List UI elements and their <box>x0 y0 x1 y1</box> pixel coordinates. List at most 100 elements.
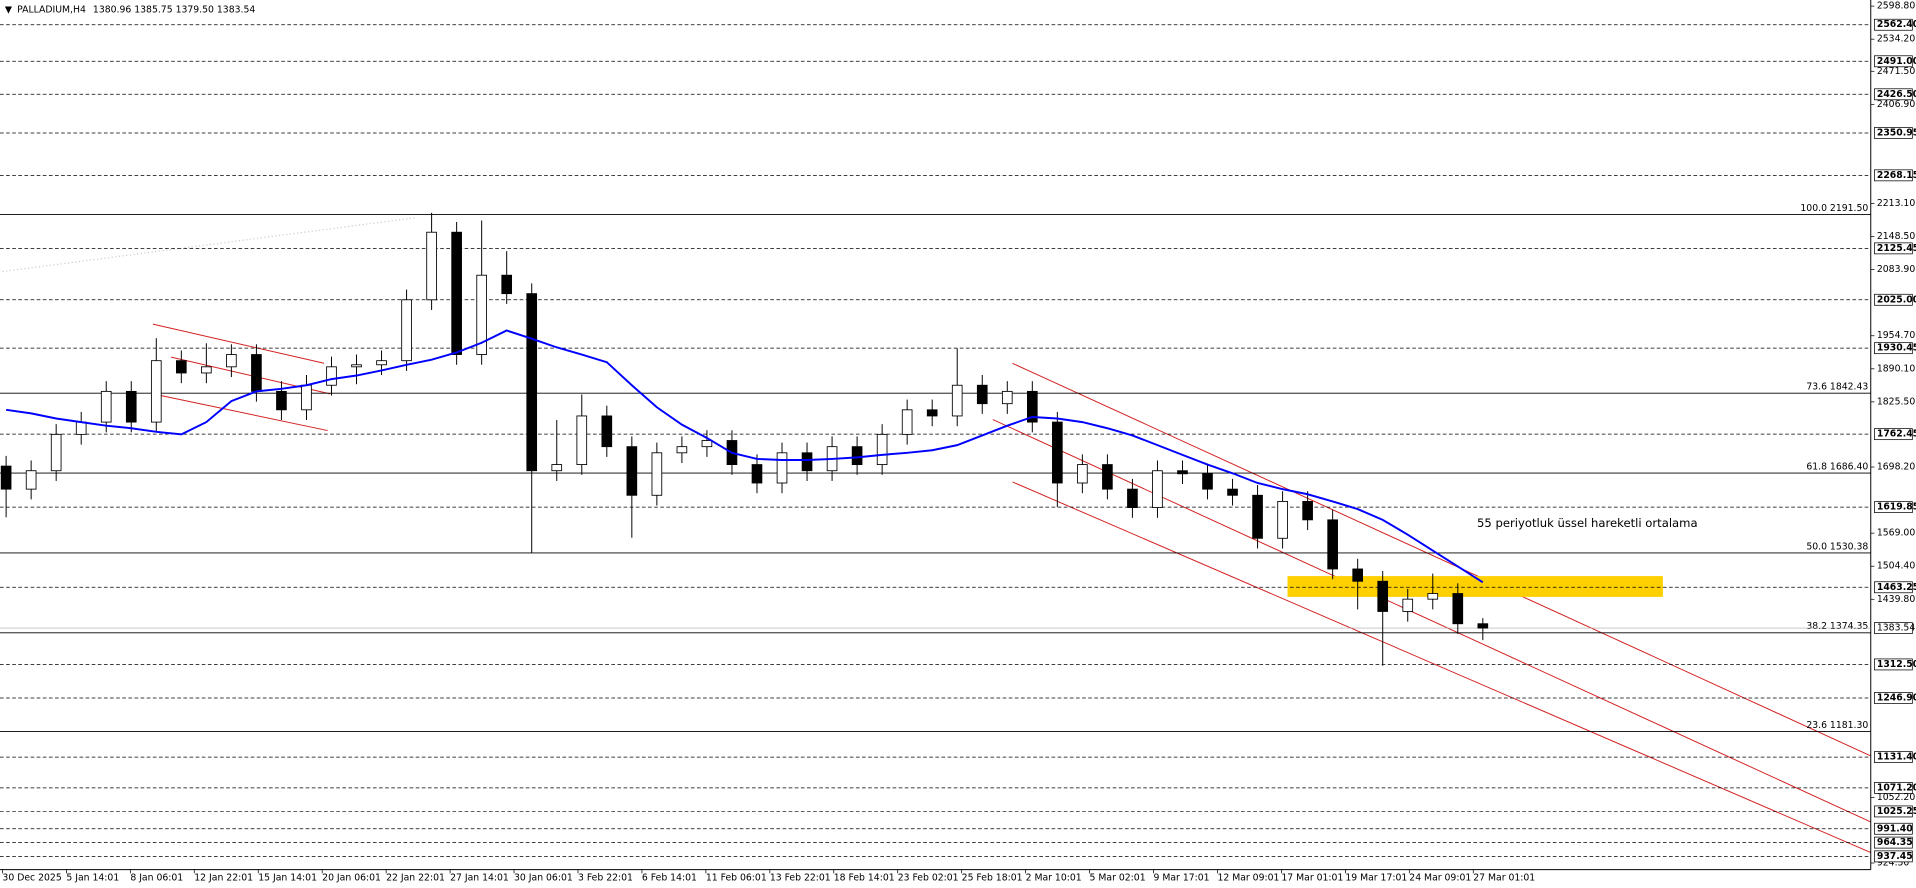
channel-line <box>1012 481 1871 853</box>
candle-body <box>576 415 588 466</box>
level-box <box>1874 692 1913 704</box>
candle-body <box>901 409 913 435</box>
level-box <box>1874 88 1913 101</box>
candle-body <box>75 421 87 435</box>
x-tick-label: 12 Jan 22:01 <box>194 873 253 884</box>
candle-body <box>226 354 237 368</box>
candle-body <box>175 360 187 374</box>
candle-body <box>1102 464 1113 490</box>
y-tick-label: 2148.50 <box>1877 231 1915 242</box>
header-marker: ▼ <box>5 4 13 15</box>
fib-label: 38.2 1374.35 <box>1806 621 1868 632</box>
x-tick-label: 9 Mar 17:01 <box>1154 873 1210 884</box>
candle-body <box>951 384 963 417</box>
level-label: 1312.50 <box>1877 659 1916 670</box>
candle-body <box>1252 494 1263 539</box>
y-tick-label: 1504.40 <box>1877 561 1915 572</box>
candle-body <box>451 231 462 355</box>
x-tick-label: 27 Jan 14:01 <box>450 873 509 884</box>
price-box <box>1874 622 1913 634</box>
candle-body <box>1427 593 1439 600</box>
fib-label: 61.8 1686.40 <box>1806 461 1868 472</box>
y-tick-label: 1052.20 <box>1877 792 1915 803</box>
y-tick-label: 1569.00 <box>1877 528 1915 539</box>
level-label: 2025.00 <box>1877 294 1916 305</box>
candle-body <box>701 440 713 448</box>
level-box <box>1874 658 1913 671</box>
y-tick-label: 2598.80 <box>1877 1 1915 12</box>
level-label: 1762.45 <box>1877 429 1916 440</box>
x-tick-label: 19 Mar 17:01 <box>1345 873 1407 884</box>
x-tick-label: 5 Jan 14:01 <box>66 873 119 884</box>
candle-body <box>776 452 788 484</box>
level-label: 1071.20 <box>1877 782 1916 793</box>
candle-body <box>351 364 362 368</box>
candle-body <box>150 360 162 423</box>
candle-body <box>426 231 437 301</box>
x-tick-label: 30 Jan 06:01 <box>514 873 573 884</box>
x-tick-label: 15 Jan 14:01 <box>258 873 317 884</box>
x-tick-label: 11 Feb 06:01 <box>706 873 767 884</box>
level-box <box>1874 581 1913 594</box>
candle-body <box>301 384 312 411</box>
x-tick-label: 24 Mar 09:01 <box>1409 873 1471 884</box>
candle-body <box>851 446 863 466</box>
candle-body <box>801 452 813 472</box>
annotation: 55 periyotluk üssel hareketli ortalama <box>1477 516 1698 530</box>
y-tick-label: 2213.10 <box>1877 198 1915 209</box>
candle-body <box>1052 421 1063 484</box>
x-tick-label: 13 Feb 22:01 <box>770 873 831 884</box>
candle-body <box>1327 519 1338 570</box>
level-box <box>1874 293 1913 306</box>
x-tick-label: 30 Dec 2025 <box>2 873 61 884</box>
x-tick-label: 12 Mar 09:01 <box>1217 873 1279 884</box>
candle-body <box>25 470 37 490</box>
candle-body <box>1402 598 1414 612</box>
channel-line <box>152 323 325 364</box>
header-ohlc: 1380.96 1385.75 1379.50 1383.54 <box>93 4 255 15</box>
level-box <box>1874 822 1913 835</box>
level-label: 1463.25 <box>1877 582 1916 593</box>
candle-body <box>251 354 262 392</box>
level-box <box>1874 242 1913 255</box>
candle-body <box>501 274 513 295</box>
x-tick-label: 27 Mar 01:01 <box>1473 873 1535 884</box>
candle-body <box>1227 488 1238 496</box>
level-label: 1246.90 <box>1877 692 1916 703</box>
candle-body <box>751 464 763 484</box>
candle-body <box>1477 623 1489 629</box>
candle-body <box>125 390 137 423</box>
y-tick-label: 2083.90 <box>1877 264 1915 275</box>
candle-body <box>1277 500 1288 539</box>
y-tick-label: 1439.80 <box>1877 594 1915 605</box>
candle-body <box>50 433 62 472</box>
x-tick-label: 25 Feb 18:01 <box>962 873 1023 884</box>
candle-body <box>1127 488 1138 508</box>
candle-body <box>1377 580 1389 612</box>
candle-body <box>1352 568 1364 582</box>
candle-body <box>1177 470 1188 475</box>
candle-body <box>676 446 688 454</box>
y-tick-label: 1890.10 <box>1877 363 1915 374</box>
candle-body <box>876 433 888 466</box>
x-tick-label: 22 Jan 22:01 <box>386 873 445 884</box>
level-box <box>1874 751 1913 763</box>
candle-body <box>976 384 988 405</box>
channel-line <box>1012 362 1871 757</box>
candle-body <box>100 390 112 423</box>
candle-body <box>326 366 337 386</box>
resistance-zone <box>1287 576 1663 597</box>
x-tick-label: 17 Mar 01:01 <box>1281 873 1343 884</box>
level-box <box>1874 127 1913 139</box>
level-label: 1619.85 <box>1877 502 1916 513</box>
candle-body <box>0 465 12 490</box>
level-box <box>1874 805 1913 818</box>
candle-body <box>601 415 613 448</box>
x-tick-label: 3 Feb 22:01 <box>578 873 633 884</box>
level-box <box>1874 169 1913 182</box>
channel-line <box>152 393 328 432</box>
candle-body <box>926 409 938 417</box>
level-label: 2268.15 <box>1877 170 1916 181</box>
level-box <box>1874 501 1913 514</box>
